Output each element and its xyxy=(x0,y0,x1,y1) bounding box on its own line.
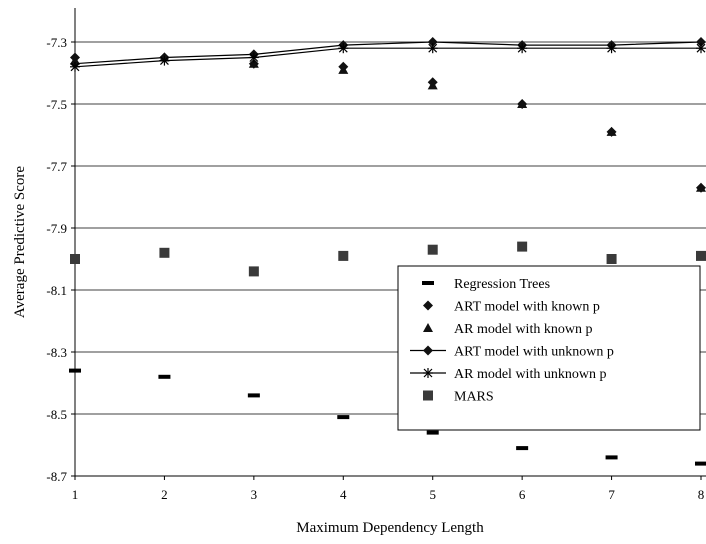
series-1 xyxy=(70,52,706,193)
y-axis-title: Average Predictive Score xyxy=(12,166,28,318)
data-point xyxy=(248,52,259,63)
data-point xyxy=(517,241,528,252)
data-point xyxy=(696,37,706,47)
data-point xyxy=(338,64,349,74)
data-point xyxy=(247,393,260,398)
legend-label: AR model with known p xyxy=(454,322,592,337)
series-5 xyxy=(70,241,706,277)
series-line xyxy=(74,47,701,68)
x-tick-label: 2 xyxy=(161,487,168,502)
plot-area xyxy=(69,37,706,466)
data-point xyxy=(427,80,438,90)
data-point xyxy=(695,461,706,466)
data-point xyxy=(696,182,706,192)
legend-item: AR model with unknown p xyxy=(410,367,606,382)
data-point xyxy=(248,58,259,68)
data-point xyxy=(338,250,349,261)
legend-label: MARS xyxy=(454,390,494,405)
legend-item: Regression Trees xyxy=(422,277,550,292)
data-point xyxy=(606,43,617,54)
axes xyxy=(74,8,706,477)
legend-marker xyxy=(422,281,434,285)
y-tick-label: -7.9 xyxy=(46,221,67,236)
series-4 xyxy=(70,43,706,72)
x-tick-label: 4 xyxy=(340,487,347,502)
series-line xyxy=(74,41,702,65)
x-axis-title: Maximum Dependency Length xyxy=(296,520,484,536)
y-tick-label: -8.7 xyxy=(46,469,67,484)
x-tick-label: 3 xyxy=(251,487,258,502)
data-point xyxy=(338,43,349,54)
data-point xyxy=(69,368,81,373)
x-tick-label: 7 xyxy=(608,487,615,502)
y-tick-labels: -7.3 -7.5 -7.7 -7.9 -8.1 -8.3 -8.5 -8.7 xyxy=(46,35,75,484)
data-point xyxy=(337,415,350,420)
data-point xyxy=(605,455,618,460)
legend: Regression Trees ART model with known p AR… xyxy=(397,265,701,431)
x-tick-label: 1 xyxy=(72,487,79,502)
data-point xyxy=(70,254,80,264)
x-tick-label: 6 xyxy=(519,487,526,502)
series-0 xyxy=(69,368,706,466)
y-tick-label: -7.7 xyxy=(46,159,67,174)
data-point xyxy=(427,43,438,54)
legend-marker xyxy=(423,390,433,401)
x-tick-label: 5 xyxy=(429,487,436,502)
legend-box xyxy=(397,265,701,431)
y-tick-label: -7.3 xyxy=(46,35,67,50)
data-point xyxy=(517,99,528,108)
legend-marker xyxy=(423,323,433,332)
y-tick-label: -8.1 xyxy=(46,283,67,298)
data-point xyxy=(427,244,438,255)
data-point xyxy=(159,247,170,258)
legend-label: Regression Trees xyxy=(454,277,550,292)
legend-marker xyxy=(423,300,433,311)
data-point xyxy=(426,430,439,435)
legend-label: ART model with known p xyxy=(454,300,600,315)
series-2 xyxy=(70,52,706,192)
data-point xyxy=(517,43,528,54)
legend-marker xyxy=(423,345,433,356)
data-point xyxy=(158,374,171,379)
legend-item: ART model with known p xyxy=(423,300,600,315)
data-point xyxy=(70,61,80,72)
y-tick-label: -8.3 xyxy=(46,345,67,360)
data-point xyxy=(606,126,617,136)
legend-marker xyxy=(423,368,433,378)
x-tick-labels: 1 2 3 4 5 6 7 8 xyxy=(72,476,705,502)
data-point xyxy=(159,55,170,66)
data-point xyxy=(606,254,617,264)
gridlines xyxy=(75,41,706,415)
legend-label: AR model with unknown p xyxy=(454,367,606,382)
legend-item: AR model with known p xyxy=(423,322,592,337)
x-tick-label: 8 xyxy=(698,487,705,502)
y-tick-label: -8.5 xyxy=(46,407,67,422)
data-point xyxy=(248,266,259,277)
y-tick-label: -7.5 xyxy=(46,97,67,112)
legend-item: MARS xyxy=(423,390,494,405)
legend-item: ART model with unknown p xyxy=(410,345,614,360)
legend-label: ART model with unknown p xyxy=(454,345,614,360)
data-point xyxy=(427,37,438,47)
data-point xyxy=(696,250,706,261)
data-point xyxy=(696,43,706,54)
data-point xyxy=(516,446,529,451)
